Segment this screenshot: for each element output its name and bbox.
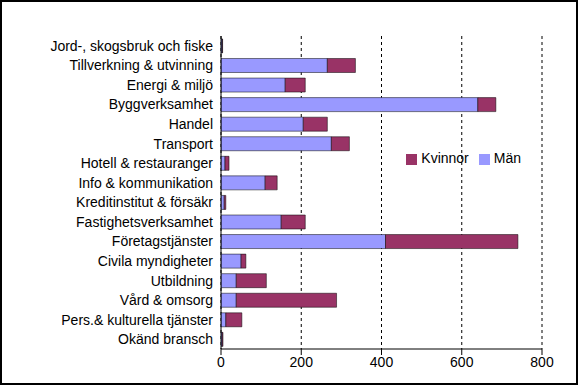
svg-text:Civila myndigheter: Civila myndigheter xyxy=(98,253,213,269)
svg-text:Företagstjänster: Företagstjänster xyxy=(112,233,213,249)
svg-text:Okänd bransch: Okänd bransch xyxy=(118,331,213,347)
svg-text:Fastighetsverksamhet: Fastighetsverksamhet xyxy=(76,214,213,230)
svg-text:200: 200 xyxy=(290,354,314,370)
svg-text:Vård & omsorg: Vård & omsorg xyxy=(120,292,213,308)
svg-text:Byggverksamhet: Byggverksamhet xyxy=(109,96,213,112)
svg-text:Hotell & restauranger: Hotell & restauranger xyxy=(81,155,214,171)
svg-text:Info & kommunikation: Info & kommunikation xyxy=(78,175,213,191)
svg-text:400: 400 xyxy=(370,354,394,370)
svg-text:Tillverkning & utvinning: Tillverkning & utvinning xyxy=(70,57,213,73)
svg-text:Transport: Transport xyxy=(154,136,214,152)
svg-text:Utbildning: Utbildning xyxy=(151,273,213,289)
svg-text:Kreditinstitut & försäkr: Kreditinstitut & försäkr xyxy=(76,194,213,210)
html-text:Män: Män xyxy=(493,150,521,166)
svg-text:Handel: Handel xyxy=(169,116,213,132)
svg-text:Jord-, skogsbruk och fiske: Jord-, skogsbruk och fiske xyxy=(50,38,213,54)
svg-text:Pers.& kulturella tjänster: Pers.& kulturella tjänster xyxy=(61,312,213,328)
svg-text:600: 600 xyxy=(450,354,474,370)
svg-text:0: 0 xyxy=(217,354,225,370)
html-text:Kvinnor: Kvinnor xyxy=(421,150,469,166)
svg-text:Energi & miljö: Energi & miljö xyxy=(127,77,214,93)
svg-text:800: 800 xyxy=(530,354,554,370)
